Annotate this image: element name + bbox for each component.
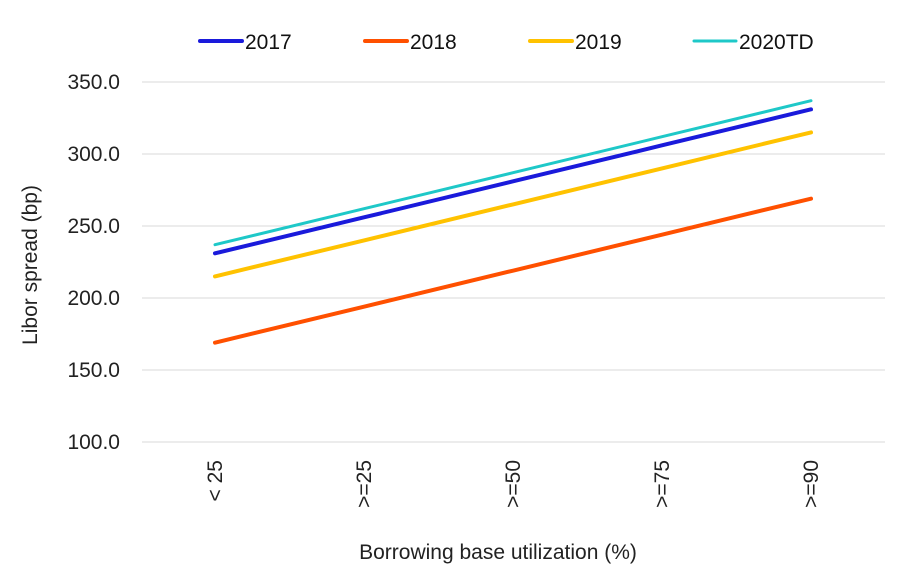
series-line-2020td bbox=[213, 99, 813, 247]
y-tick-label: 300.0 bbox=[67, 143, 120, 166]
x-axis-ticks: < 25 >=25 >=50 >=75 >=90 bbox=[204, 460, 823, 508]
legend-label: 2019 bbox=[575, 31, 622, 54]
series-line-2017 bbox=[213, 107, 813, 256]
y-tick-label: 350.0 bbox=[67, 71, 120, 94]
x-tick-label: < 25 bbox=[204, 460, 227, 501]
gridlines bbox=[142, 81, 885, 443]
y-axis-title: Libor spread (bp) bbox=[19, 185, 42, 345]
x-axis-title: Borrowing base utilization (%) bbox=[359, 541, 637, 564]
y-tick-label: 150.0 bbox=[67, 359, 120, 382]
y-tick-label: 250.0 bbox=[67, 215, 120, 238]
series-line-2019 bbox=[213, 130, 813, 279]
legend: 2017 2018 2019 2020TD bbox=[198, 31, 814, 54]
series-lines bbox=[213, 99, 813, 345]
y-tick-label: 200.0 bbox=[67, 287, 120, 310]
x-tick-label: >=90 bbox=[800, 460, 823, 508]
y-tick-label: 100.0 bbox=[67, 431, 120, 454]
legend-label: 2017 bbox=[245, 31, 292, 54]
x-tick-label: >=75 bbox=[651, 460, 674, 508]
x-tick-label: >=25 bbox=[353, 460, 376, 508]
legend-label: 2020TD bbox=[739, 31, 814, 54]
x-tick-label: >=50 bbox=[502, 460, 525, 508]
series-line-2018 bbox=[213, 196, 813, 345]
legend-label: 2018 bbox=[410, 31, 457, 54]
y-axis-ticks: 100.0 150.0 200.0 250.0 300.0 350.0 bbox=[67, 71, 120, 454]
